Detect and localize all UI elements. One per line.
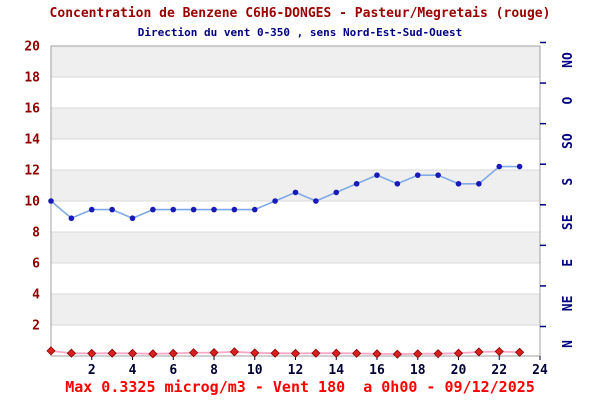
x-axis-labels: 2 4 6 8 10 12 14 16 18 20 22 24 [88, 356, 548, 378]
x-axis-tick-label: 14 [328, 363, 344, 378]
wind-direction-marker [129, 215, 136, 222]
right-axis-direction-label: E [561, 259, 576, 267]
benzene-marker [352, 348, 362, 358]
benzene-series [46, 346, 525, 359]
wind-direction-marker [272, 198, 278, 204]
plot-band [51, 108, 540, 139]
right-axis-direction-label: NE [561, 296, 576, 312]
wind-direction-marker [231, 206, 238, 213]
wind-direction-line [50, 165, 520, 220]
right-axis-labels: N NE E SE S SO O NO [540, 41, 576, 348]
benzene-marker [413, 349, 423, 359]
plot-gridlines [51, 76, 540, 326]
benzene-marker [87, 348, 97, 358]
benzene-marker [189, 348, 199, 358]
x-axis-tick-label: 20 [451, 363, 467, 378]
wind-direction-marker [353, 180, 360, 187]
benzene-marker [46, 346, 56, 356]
wind-direction-marker [150, 206, 156, 213]
wind-direction-marker [476, 180, 482, 187]
plot-band [51, 201, 540, 232]
x-axis-tick-label: 6 [169, 363, 177, 378]
wind-direction-marker [313, 198, 319, 204]
x-axis-tick-label: 4 [129, 363, 137, 378]
benzene-marker [229, 347, 239, 357]
left-axis-tick-label: 10 [24, 195, 40, 210]
left-axis-tick-label: 4 [32, 288, 40, 303]
benzene-marker [331, 348, 341, 358]
benzene-marker [311, 348, 321, 358]
x-axis-tick-label: 16 [369, 363, 385, 378]
benzene-marker [433, 349, 443, 359]
benzene-marker [474, 347, 484, 357]
wind-direction-marker [211, 206, 217, 213]
left-axis-tick-label: 8 [32, 226, 40, 241]
wind-direction-marker [251, 206, 258, 213]
left-axis-tick-label: 6 [32, 257, 40, 272]
wind-direction-marker [170, 206, 177, 213]
benzene-marker [127, 348, 138, 358]
left-axis-labels: 2 4 6 8 10 12 14 16 18 20 [24, 40, 40, 334]
left-axis-tick-label: 16 [24, 102, 40, 117]
plot-band [51, 139, 540, 170]
x-axis-tick-label: 18 [410, 363, 426, 378]
benzene-marker [148, 349, 158, 359]
wind-direction-marker [394, 180, 401, 187]
x-axis-tick-label: 8 [210, 363, 218, 378]
right-axis-direction-label: O [561, 96, 576, 104]
benzene-marker [290, 348, 301, 358]
wind-direction-marker [516, 163, 523, 170]
benzene-marker [209, 348, 219, 358]
x-axis-tick-label: 12 [288, 363, 304, 378]
wind-direction-marker [68, 215, 75, 222]
wind-direction-marker [88, 206, 95, 213]
wind-direction-marker [435, 172, 441, 178]
benzene-marker [392, 349, 402, 359]
benzene-marker [66, 348, 76, 358]
wind-direction-marker [48, 198, 54, 204]
benzene-marker [250, 348, 260, 358]
x-axis-tick-label: 22 [491, 363, 507, 378]
benzene-marker [372, 349, 382, 359]
plot-band [51, 77, 540, 108]
left-axis-tick-label: 12 [24, 164, 40, 179]
benzene-marker [168, 348, 178, 358]
benzene-marker [494, 346, 504, 357]
wind-direction-marker [496, 163, 503, 170]
left-axis-tick-label: 14 [24, 133, 40, 148]
left-axis-tick-label: 18 [24, 71, 40, 86]
plot-band [51, 232, 540, 263]
chart-title: Concentration de Benzene C6H6-DONGES - P… [49, 6, 551, 21]
benzene-marker [515, 347, 525, 357]
plot-band [51, 294, 540, 325]
right-axis-direction-label: S [561, 178, 576, 186]
plot-band [51, 170, 540, 201]
left-axis-tick-label: 20 [24, 40, 40, 55]
wind-direction-marker [333, 189, 340, 196]
right-axis-direction-label: SO [561, 133, 576, 149]
wind-direction-series [48, 163, 523, 222]
x-axis-tick-label: 24 [532, 363, 548, 378]
chart-subtitle: Direction du vent 0-350 , sens Nord-Est-… [137, 26, 463, 39]
benzene-marker [107, 348, 117, 358]
right-axis-direction-label: SE [561, 214, 576, 230]
plot-band [51, 263, 540, 294]
wind-direction-marker [414, 172, 421, 178]
chart-footer-stats: Max 0.3325 microg/m3 - Vent 180 a 0h00 -… [65, 378, 535, 396]
x-axis-tick-label: 10 [247, 363, 263, 378]
wind-direction-marker [190, 206, 197, 213]
right-axis-direction-label: NO [561, 52, 576, 68]
right-axis-direction-label: N [561, 340, 576, 348]
wind-direction-marker [455, 180, 462, 187]
wind-direction-marker [292, 189, 299, 196]
benzene-marker [453, 348, 464, 358]
left-axis-tick-label: 2 [32, 319, 40, 334]
benzene-marker [270, 348, 280, 358]
plot-band [51, 46, 540, 77]
wind-direction-marker [109, 206, 115, 213]
wind-direction-marker [374, 172, 380, 178]
x-axis-tick-label: 2 [88, 363, 96, 378]
